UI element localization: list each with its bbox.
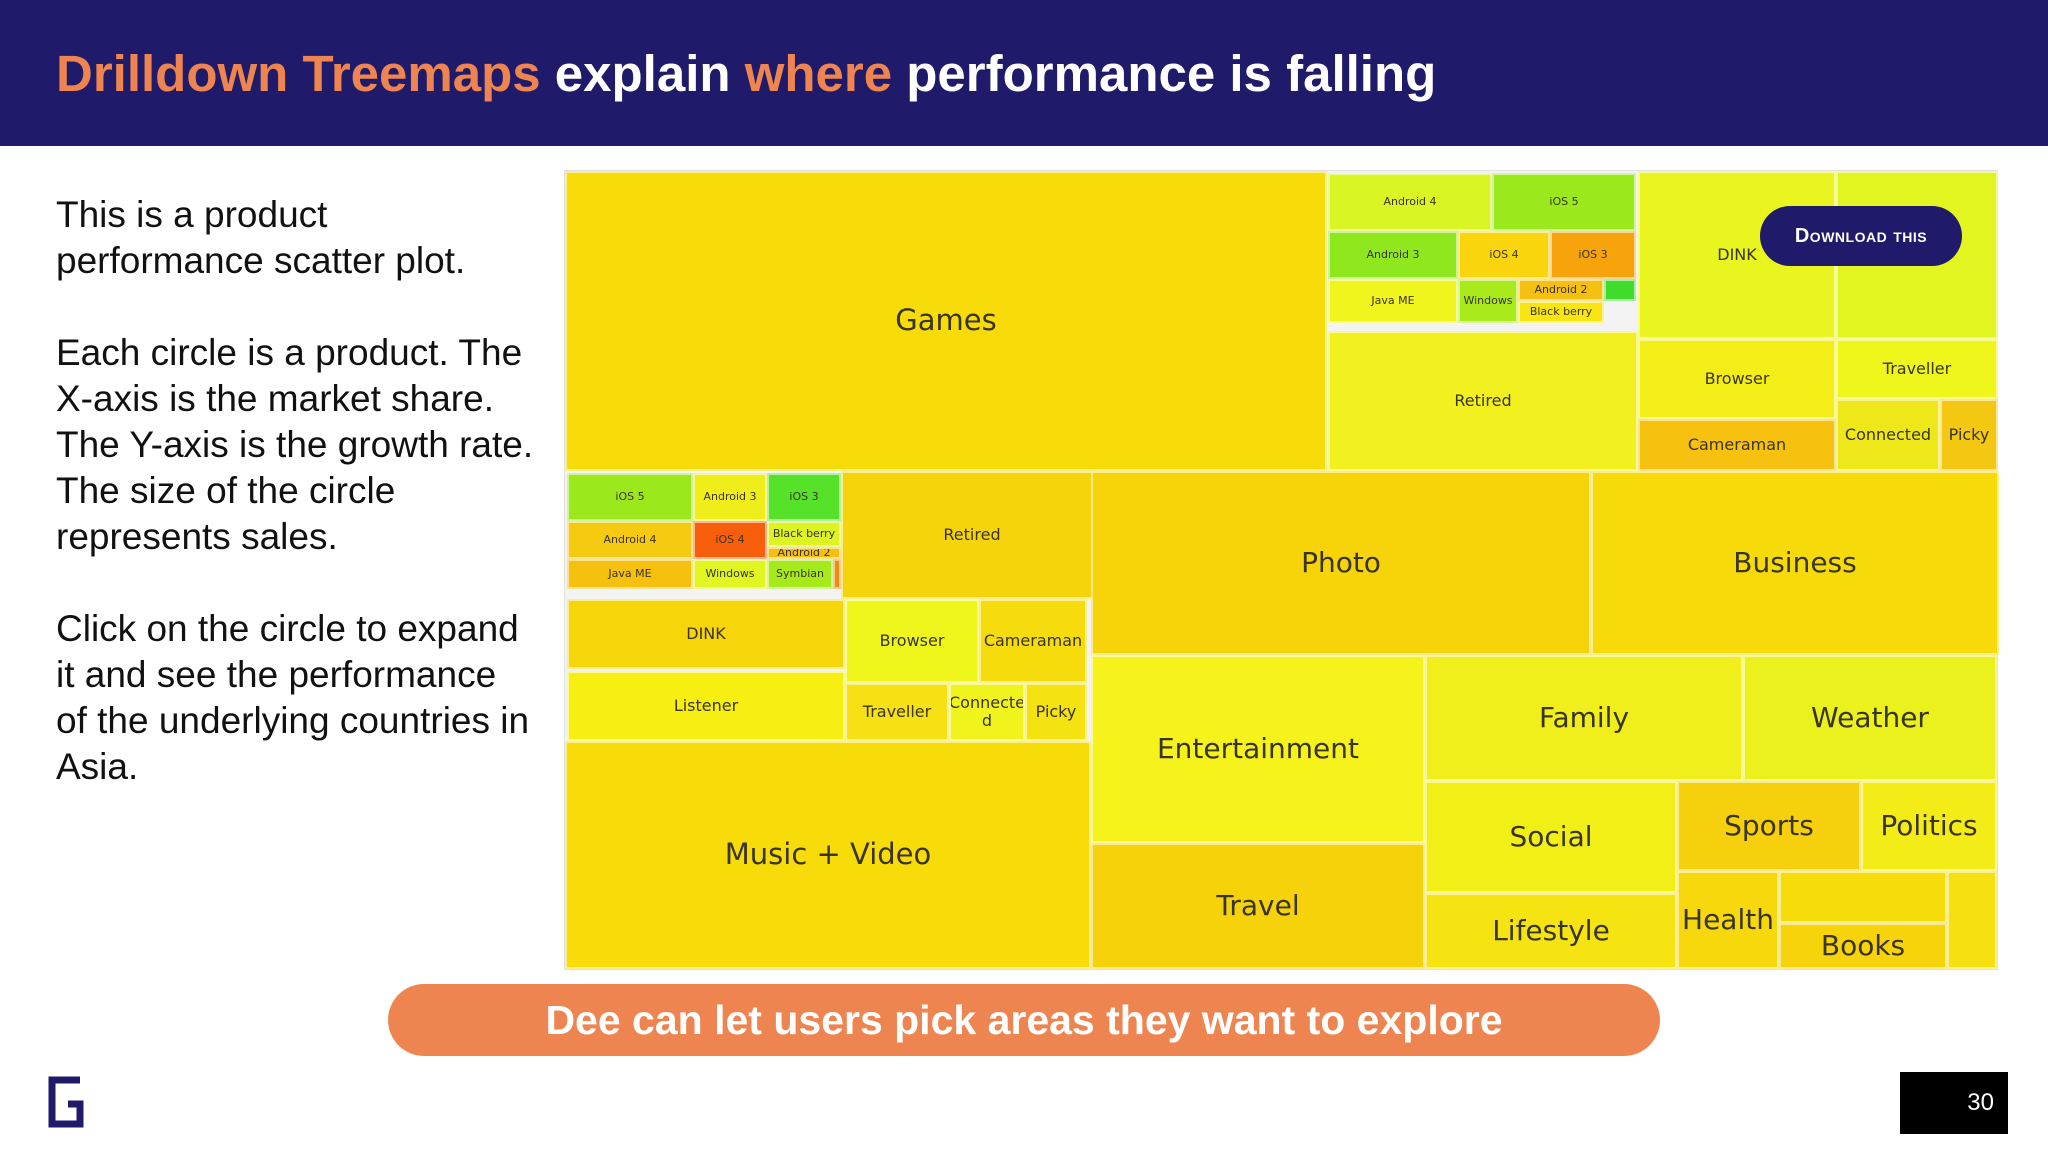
treemap-tile[interactable]: Windows — [693, 559, 767, 589]
slide-title: Drilldown Treemaps explain where perform… — [56, 44, 1436, 103]
treemap-tile[interactable]: iOS 4 — [693, 521, 767, 559]
treemap-tile[interactable]: Traveller — [1836, 339, 1998, 399]
title-part: Drilldown Treemaps — [56, 45, 555, 102]
treemap-tile[interactable] — [833, 559, 841, 589]
treemap-tile[interactable]: Entertainment — [1091, 655, 1425, 843]
treemap-tile[interactable]: Traveller — [845, 683, 949, 741]
treemap-tile[interactable]: Picky — [1025, 683, 1087, 741]
slide-header: Drilldown Treemaps explain where perform… — [0, 0, 2048, 146]
treemap-tile[interactable]: Travel — [1091, 843, 1425, 969]
description-paragraph: This is a product performance scatter pl… — [56, 194, 466, 281]
treemap-tile[interactable]: Retired — [841, 471, 1103, 599]
treemap-tile[interactable]: Social — [1425, 781, 1677, 893]
treemap-tile[interactable] — [1779, 871, 1947, 923]
treemap-tile[interactable]: Android 4 — [1328, 173, 1492, 231]
treemap-tile[interactable]: Family — [1425, 655, 1743, 781]
treemap-tile[interactable]: Connecte d — [949, 683, 1025, 741]
treemap-tile[interactable]: iOS 5 — [567, 473, 693, 521]
title-part: explain — [554, 45, 745, 102]
treemap-tile[interactable]: iOS 3 — [767, 473, 841, 521]
drilldown-treemap[interactable]: Games Android 4 iOS 5 Android 3 iOS 4 iOS 3 Ja… — [564, 170, 1999, 970]
callout-banner: Dee can let users pick areas they want t… — [388, 984, 1660, 1056]
treemap-tile[interactable]: Weather — [1743, 655, 1997, 781]
treemap-tile[interactable]: Android 3 — [693, 473, 767, 521]
treemap-tile[interactable]: Black berry — [1518, 301, 1604, 323]
treemap-tile[interactable] — [1947, 871, 1997, 969]
treemap-tile[interactable]: Java ME — [567, 559, 693, 589]
treemap-tile[interactable]: iOS 4 — [1458, 231, 1550, 279]
treemap-tile[interactable]: Windows — [1458, 279, 1518, 323]
treemap-tile[interactable]: Connected — [1836, 399, 1940, 471]
treemap-tile[interactable]: iOS 5 — [1492, 173, 1636, 231]
treemap-tile[interactable]: Black berry — [767, 521, 841, 547]
treemap-tile[interactable]: Business — [1591, 471, 1999, 655]
treemap-tile[interactable]: Browser — [1638, 339, 1836, 419]
treemap-tile[interactable]: Photo — [1091, 471, 1591, 655]
treemap-tile[interactable]: Browser — [845, 599, 979, 683]
treemap-tile[interactable]: Android 4 — [567, 521, 693, 559]
treemap-tile[interactable]: DINK — [567, 599, 845, 669]
treemap-tile[interactable]: Games — [565, 171, 1327, 471]
treemap-tile[interactable]: Android 2 — [767, 547, 841, 559]
treemap-tile[interactable]: Cameraman — [979, 599, 1087, 683]
treemap-tile[interactable]: Lifestyle — [1425, 893, 1677, 969]
title-part: performance is falling — [906, 45, 1437, 102]
treemap-tile[interactable] — [1604, 279, 1636, 301]
page-number: 30 — [1900, 1072, 2008, 1134]
description-paragraph: Click on the circle to expand it and see… — [56, 608, 530, 787]
download-button[interactable]: Download this — [1760, 206, 1962, 266]
treemap-tile[interactable]: Politics — [1861, 781, 1997, 871]
treemap-tile[interactable]: Listener — [567, 671, 845, 741]
treemap-tile[interactable]: Symbian — [767, 559, 833, 589]
treemap-tile[interactable]: Sports — [1677, 781, 1861, 871]
description-text: This is a product performance scatter pl… — [56, 192, 536, 836]
treemap-tile[interactable]: Android 3 — [1328, 231, 1458, 279]
treemap-tile[interactable]: Books — [1779, 923, 1947, 969]
treemap-tile[interactable]: Health — [1677, 871, 1779, 969]
treemap-tile[interactable]: Android 2 — [1518, 279, 1604, 301]
description-paragraph: Each circle is a product. The X-axis is … — [56, 332, 534, 557]
treemap-tile[interactable]: Music + Video — [565, 741, 1091, 969]
treemap-tile[interactable]: Cameraman — [1638, 419, 1836, 471]
treemap-tile[interactable]: Java ME — [1328, 279, 1458, 323]
treemap-tile[interactable]: Picky — [1940, 399, 1998, 471]
treemap-tile[interactable]: Retired — [1328, 331, 1638, 471]
title-part: where — [744, 45, 907, 102]
treemap-tile[interactable]: iOS 3 — [1550, 231, 1636, 279]
company-logo — [48, 1076, 84, 1128]
